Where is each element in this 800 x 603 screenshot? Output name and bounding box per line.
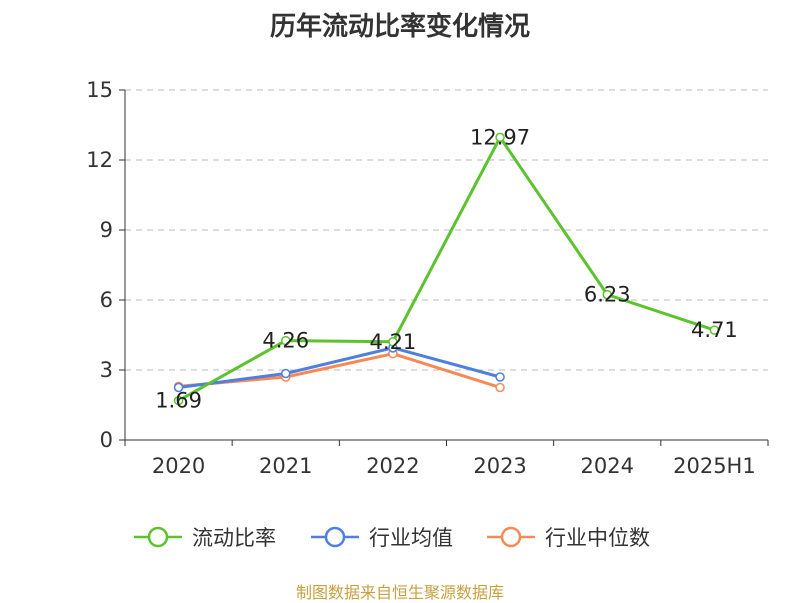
chart-title: 历年流动比率变化情况 bbox=[269, 12, 530, 42]
legend-label: 行业均值 bbox=[369, 526, 453, 550]
data-point bbox=[173, 382, 184, 393]
data-point bbox=[709, 325, 720, 335]
legend-label: 行业中位数 bbox=[545, 526, 650, 550]
data-point bbox=[495, 132, 505, 143]
y-tick-label: 0 bbox=[100, 428, 113, 452]
y-tick-label: 15 bbox=[86, 78, 113, 102]
x-tick-label: 2021 bbox=[259, 454, 312, 478]
data-point bbox=[495, 382, 505, 393]
y-tick-label: 9 bbox=[100, 218, 113, 242]
y-tick-label: 12 bbox=[86, 148, 113, 172]
data-label: 6.23 bbox=[584, 283, 631, 307]
data-point bbox=[281, 368, 291, 379]
y-tick-label: 3 bbox=[100, 358, 113, 382]
data-point bbox=[173, 395, 184, 406]
legend-label: 流动比率 bbox=[192, 526, 276, 550]
data-point bbox=[602, 289, 612, 300]
x-tick-label: 2020 bbox=[152, 454, 205, 478]
legend-swatch-marker bbox=[324, 526, 346, 548]
series-line bbox=[177, 135, 715, 402]
data-label: 4.26 bbox=[262, 329, 309, 353]
x-tick-label: 2024 bbox=[581, 454, 634, 478]
legend-swatch-marker bbox=[500, 526, 522, 548]
y-tick-label: 6 bbox=[100, 288, 113, 312]
legend-swatch-marker bbox=[147, 526, 169, 548]
series-line bbox=[178, 346, 501, 389]
data-point bbox=[388, 337, 398, 347]
data-point bbox=[281, 335, 291, 346]
data-label: 4.71 bbox=[691, 318, 738, 342]
data-label: 1.69 bbox=[155, 389, 202, 413]
x-tick-label: 2025H1 bbox=[673, 454, 756, 478]
data-point bbox=[495, 372, 505, 382]
data-label: 4.21 bbox=[370, 330, 417, 354]
data-source-note: 制图数据来自恒生聚源数据库 bbox=[295, 583, 504, 602]
x-tick-label: 2023 bbox=[473, 454, 526, 478]
data-label: 12.97 bbox=[470, 125, 530, 149]
x-tick-label: 2022 bbox=[366, 454, 419, 478]
